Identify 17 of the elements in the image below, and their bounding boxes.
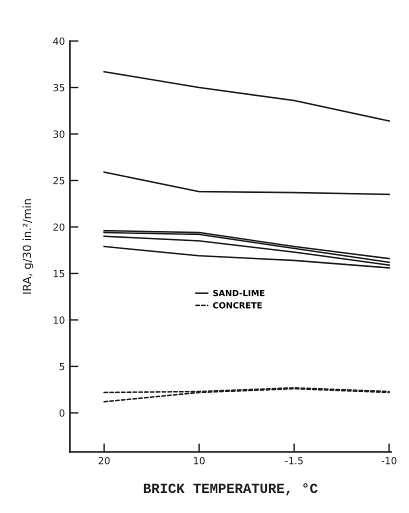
- y-tick-label: 15: [54, 270, 64, 278]
- y-tick-label: 10: [54, 316, 64, 324]
- y-tick-label: 5: [60, 363, 64, 370]
- x-tick-label: -10: [382, 456, 396, 464]
- y-tick-label: 30: [53, 130, 64, 138]
- x-tick-label: 10: [194, 456, 205, 464]
- x-tick-label: -1.5: [285, 457, 303, 464]
- y-tick-label: 20: [53, 223, 64, 231]
- y-tick-label: 40: [53, 38, 64, 45]
- y-tick-label: 35: [53, 84, 64, 92]
- x-tick-label: 20: [98, 456, 110, 464]
- legend-label: SAND-LIME: [213, 290, 264, 296]
- y-axis-title: IRA, g/30 in.²/min: [22, 199, 34, 294]
- x-axis-title: BRICK TEMPERATURE, °C: [144, 483, 318, 496]
- y-tick-label: 0: [60, 409, 64, 417]
- legend-label: CONCRETE: [213, 302, 262, 308]
- y-tick-label: 25: [53, 176, 64, 184]
